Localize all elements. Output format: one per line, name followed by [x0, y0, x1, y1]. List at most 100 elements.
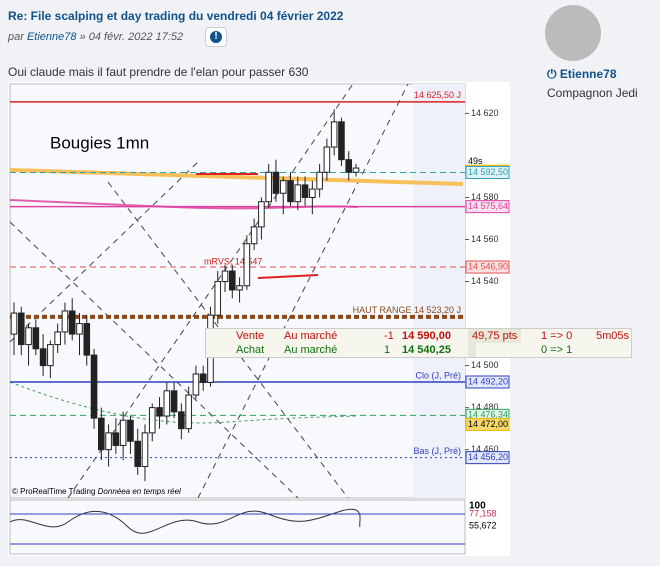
- order-cell: Au marché: [284, 344, 338, 356]
- order-cell: 1 => 0: [541, 330, 573, 342]
- candle-body: [185, 394, 192, 430]
- candle-body: [228, 270, 236, 291]
- username-text[interactable]: Etienne78: [559, 67, 617, 81]
- username[interactable]: ⏻ Etienne78: [547, 67, 617, 81]
- level-axis-label: 14 546,90: [468, 261, 508, 271]
- level-box: [465, 375, 510, 389]
- arrows: [196, 173, 319, 279]
- level-axis-label: 14 472,00: [468, 419, 508, 429]
- candle-body: [134, 440, 142, 467]
- candle-body: [301, 184, 309, 198]
- candle-body: [10, 312, 18, 335]
- candle-body: [127, 419, 134, 442]
- level-box: [465, 260, 510, 274]
- report-button[interactable]: !: [205, 27, 227, 47]
- candle-body: [156, 407, 163, 417]
- moving-average-2: [9, 381, 359, 424]
- chart: Bougies 1mn mRVS, 14 547 © ProRealTime T…: [8, 82, 510, 556]
- plot-area: [9, 83, 466, 499]
- candle-body: [214, 281, 222, 316]
- y-tick-label: 14 560: [471, 234, 499, 244]
- level-text: HAUT RANGE 14 523,20 J: [353, 305, 461, 315]
- order-cell: 49,75 pts: [468, 329, 522, 343]
- rank: Compagnon Jedi: [547, 86, 638, 100]
- y-tick-label: 14 500: [471, 360, 499, 370]
- candle-body: [25, 327, 32, 346]
- candle-body: [90, 354, 98, 419]
- candle-body: [316, 171, 323, 190]
- candle-body: [199, 373, 207, 383]
- level-box: [465, 165, 510, 179]
- order-cell: Au marché: [284, 330, 338, 342]
- level-axis-label: 14 492,20: [468, 376, 508, 386]
- order-cell: Vente: [236, 330, 265, 342]
- oscillator-label: 55,672: [469, 520, 497, 530]
- candle-body: [258, 201, 265, 228]
- candle-body: [32, 327, 40, 350]
- level-axis-label: 14 476,34: [468, 410, 508, 420]
- order-cell: Achat: [236, 344, 265, 356]
- avatar[interactable]: [545, 5, 601, 61]
- oscillator-line: [9, 508, 361, 534]
- level-axis-label: 14 575,64: [468, 201, 508, 211]
- candle-body: [170, 390, 178, 413]
- candle-body: [294, 184, 302, 203]
- candle-body: [221, 270, 229, 283]
- candle-body: [47, 344, 54, 367]
- candle-body: [98, 417, 105, 451]
- y-tick-label: 14 460: [471, 444, 499, 454]
- candle-body: [345, 159, 353, 173]
- candle-body: [287, 180, 294, 203]
- candle-body: [265, 171, 272, 203]
- level-tag: 49s: [468, 156, 483, 166]
- candle-body: [105, 432, 112, 451]
- candle-body: [163, 390, 171, 417]
- candle-body: [338, 121, 345, 161]
- y-tick-label: 14 480: [471, 402, 499, 412]
- level-text: Clo (J, Pré): [415, 370, 461, 380]
- author-link[interactable]: Etienne78: [26, 31, 77, 43]
- candle-body: [39, 348, 47, 367]
- candle-body: [272, 171, 280, 194]
- order-cell: 0 => 1: [541, 344, 573, 356]
- order-cell: 1: [384, 344, 391, 356]
- oscillator-label: 100: [469, 501, 486, 512]
- by: par: [8, 31, 24, 43]
- chart-title: Bougies 1mn: [50, 133, 149, 152]
- candle-body: [76, 323, 83, 335]
- candle-body: [279, 180, 287, 194]
- level-text: 14 625,50 J: [414, 90, 461, 100]
- candle-body: [112, 432, 120, 446]
- level-axis-label: 14 592,50: [468, 167, 508, 177]
- oscillator-label: 77,158: [469, 508, 497, 518]
- level-axis-label: 14 456,20: [468, 452, 508, 462]
- candle-body: [243, 243, 251, 287]
- y-tick-label: 14 580: [471, 192, 499, 202]
- candle-body: [54, 331, 61, 346]
- order-table: Vente Au marché -1 14 590,00 49,75 pts 1 => 0…: [205, 328, 632, 358]
- oscillator-panel: [9, 499, 466, 555]
- level-box: [465, 417, 510, 431]
- post-title[interactable]: Re: File scalping et day trading du vend…: [8, 9, 344, 23]
- post-meta: par Etienne78 » 04 févr. 2022 17:52: [8, 31, 183, 43]
- level-box: [465, 451, 510, 465]
- level-text: Bas (J, Pré): [413, 446, 461, 456]
- y-tick-label: 14 620: [471, 108, 499, 118]
- candle-body: [178, 411, 185, 430]
- order-cell: 14 540,25: [402, 344, 451, 356]
- candle-body: [141, 432, 149, 467]
- candle-body: [83, 323, 91, 356]
- level-box: [465, 200, 510, 214]
- annotation: mRVS, 14 547: [204, 256, 262, 266]
- future-zone: [413, 84, 465, 498]
- order-cell: 14 590,00: [402, 330, 451, 342]
- order-cell: [468, 343, 476, 357]
- candle-body: [17, 312, 25, 346]
- candle-body: [192, 373, 200, 396]
- candle-body: [119, 419, 127, 446]
- candle-body: [61, 310, 69, 333]
- footer-note: Donnéea en temps réel: [98, 487, 181, 496]
- order-cell: 5m05s: [596, 330, 630, 342]
- icon: !: [210, 31, 222, 43]
